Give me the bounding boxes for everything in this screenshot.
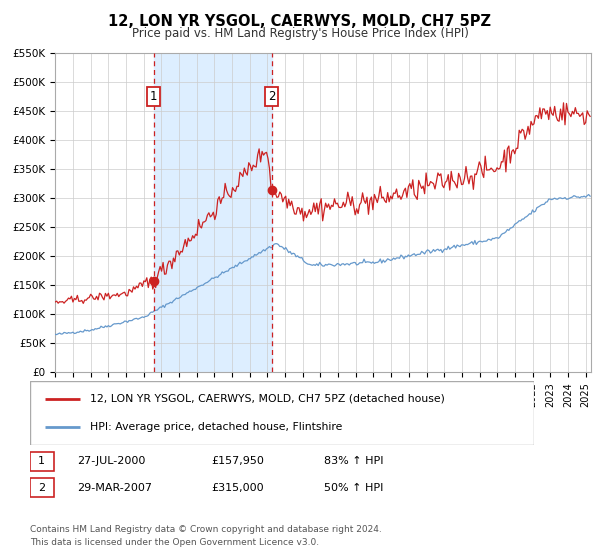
Bar bbox=[154, 53, 272, 372]
Text: 1: 1 bbox=[150, 90, 157, 103]
FancyBboxPatch shape bbox=[30, 451, 54, 471]
Text: 1: 1 bbox=[38, 456, 45, 466]
Text: This data is licensed under the Open Government Licence v3.0.: This data is licensed under the Open Gov… bbox=[30, 538, 319, 547]
Text: 83% ↑ HPI: 83% ↑ HPI bbox=[324, 456, 383, 466]
Text: 50% ↑ HPI: 50% ↑ HPI bbox=[324, 483, 383, 493]
Text: Price paid vs. HM Land Registry's House Price Index (HPI): Price paid vs. HM Land Registry's House … bbox=[131, 27, 469, 40]
Text: 2: 2 bbox=[268, 90, 275, 103]
Text: £315,000: £315,000 bbox=[211, 483, 264, 493]
Text: 12, LON YR YSGOL, CAERWYS, MOLD, CH7 5PZ: 12, LON YR YSGOL, CAERWYS, MOLD, CH7 5PZ bbox=[109, 14, 491, 29]
Text: £157,950: £157,950 bbox=[211, 456, 265, 466]
FancyBboxPatch shape bbox=[30, 478, 54, 497]
Text: 29-MAR-2007: 29-MAR-2007 bbox=[77, 483, 152, 493]
Text: HPI: Average price, detached house, Flintshire: HPI: Average price, detached house, Flin… bbox=[91, 422, 343, 432]
FancyBboxPatch shape bbox=[30, 381, 534, 445]
Text: 2: 2 bbox=[38, 483, 45, 493]
Text: Contains HM Land Registry data © Crown copyright and database right 2024.: Contains HM Land Registry data © Crown c… bbox=[30, 525, 382, 534]
Text: 27-JUL-2000: 27-JUL-2000 bbox=[77, 456, 146, 466]
Text: 12, LON YR YSGOL, CAERWYS, MOLD, CH7 5PZ (detached house): 12, LON YR YSGOL, CAERWYS, MOLD, CH7 5PZ… bbox=[91, 394, 445, 404]
